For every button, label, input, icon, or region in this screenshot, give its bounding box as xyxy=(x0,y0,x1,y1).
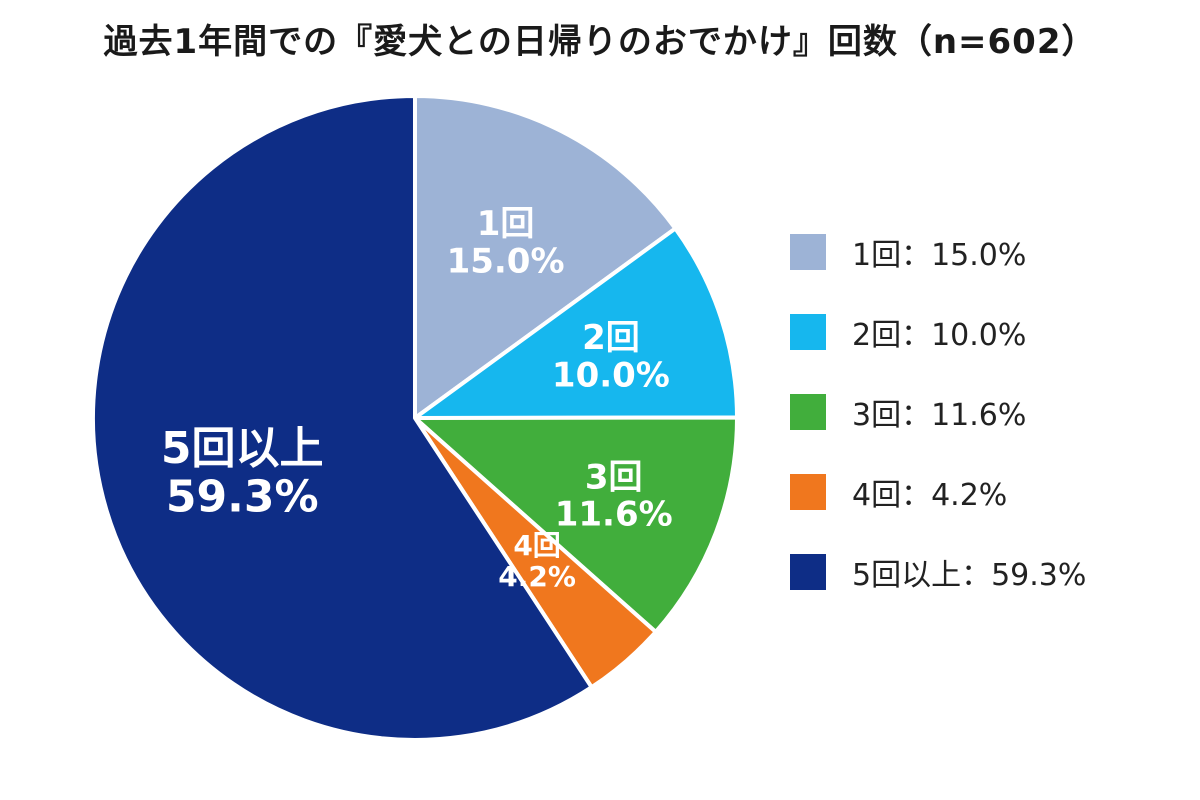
legend-label-1: 1回：15.0% xyxy=(852,238,1027,273)
legend-swatch-5 xyxy=(790,554,826,590)
legend-swatch-3 xyxy=(790,394,826,430)
pie-slice-3 xyxy=(413,415,740,634)
legend-swatch-2 xyxy=(790,314,826,350)
pie-slice-5 xyxy=(91,94,594,742)
slice-label-2: 2回 xyxy=(582,318,640,358)
legend-item-4: 4回：4.2% xyxy=(790,472,1190,513)
legend-swatch-4 xyxy=(790,474,826,510)
slice-label-3: 3回 xyxy=(585,457,643,497)
legend-label-3: 3回：11.6% xyxy=(852,398,1027,433)
slice-value-label-3: 11.6% xyxy=(555,495,673,535)
legend-item-1: 1回：15.0% xyxy=(790,232,1190,273)
legend-label-5: 5回以上：59.3% xyxy=(852,558,1087,593)
slice-label-5: 5回以上 xyxy=(161,423,324,474)
slice-label-4: 4回 xyxy=(513,529,560,562)
pie-slice-2 xyxy=(413,226,739,420)
slice-value-label-4: 4.2% xyxy=(498,560,576,593)
slice-value-label-2: 10.0% xyxy=(552,355,670,395)
legend-label-4: 4回：4.2% xyxy=(852,478,1008,513)
legend-item-5: 5回以上：59.3% xyxy=(790,552,1190,593)
legend-label-2: 2回：10.0% xyxy=(852,318,1027,353)
chart-title: 過去1年間での『愛犬との日帰りのおでかけ』回数（n=602） xyxy=(103,22,1097,62)
pie-slice-1 xyxy=(413,94,678,420)
slice-value-label-5: 59.3% xyxy=(166,471,319,522)
legend-swatch-1 xyxy=(790,234,826,270)
legend: 1回：15.0% 2回：10.0% 3回：11.6% 4回：4.2% 5回以上：59.3… xyxy=(790,232,1190,632)
slice-label-1: 1回 xyxy=(477,204,535,244)
legend-item-3: 3回：11.6% xyxy=(790,392,1190,433)
legend-item-2: 2回：10.0% xyxy=(790,312,1190,353)
slice-value-label-1: 15.0% xyxy=(447,241,565,281)
